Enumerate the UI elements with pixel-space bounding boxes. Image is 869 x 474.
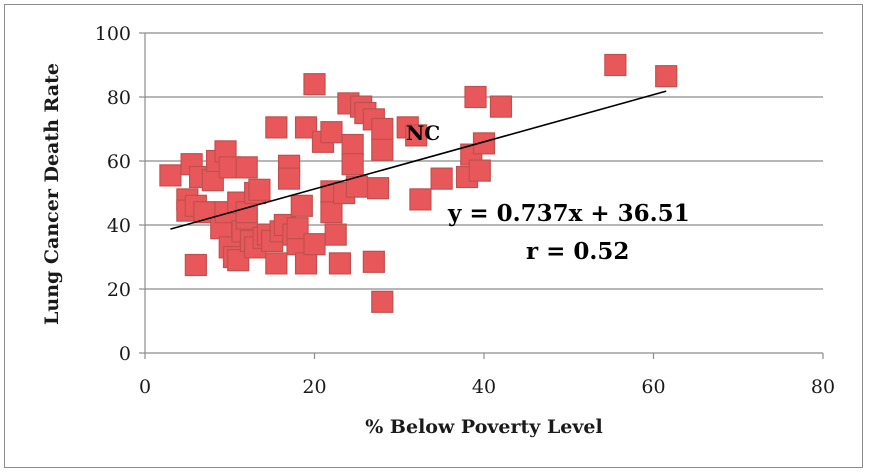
y-tick-label-80: 80 — [107, 87, 131, 109]
data-point-58 — [366, 177, 390, 200]
x-tick-label-20: 20 — [302, 376, 326, 398]
chart-frame — [4, 4, 863, 468]
data-point-60 — [371, 117, 394, 141]
data-point-68 — [464, 85, 487, 109]
data-point-29 — [265, 116, 288, 139]
data-point-69 — [468, 159, 491, 182]
data-point-64 — [409, 188, 432, 211]
x-tick-label-80: 80 — [811, 376, 835, 398]
data-point-61 — [371, 138, 394, 161]
data-point-48 — [328, 252, 352, 275]
data-point-39 — [294, 252, 318, 275]
data-point-41 — [303, 73, 326, 96]
data-point-44 — [320, 121, 343, 144]
data-point-20 — [235, 201, 258, 224]
y-axis-title: Lung Cancer Death Rate — [41, 63, 63, 325]
data-point-70 — [472, 132, 496, 155]
data-point-40 — [294, 116, 318, 139]
x-tick-label-60: 60 — [641, 376, 665, 398]
data-point-25 — [248, 178, 271, 201]
data-point-42 — [303, 233, 326, 256]
data-point-71 — [489, 95, 513, 118]
trendline — [170, 90, 667, 230]
data-point-57 — [362, 250, 385, 273]
data-point-45 — [320, 201, 343, 224]
nc-annotation: NC — [406, 121, 440, 145]
data-point-6 — [184, 253, 207, 277]
data-point-34 — [277, 167, 301, 190]
data-point-65 — [430, 167, 453, 190]
y-tick-label-60: 60 — [107, 151, 131, 173]
correlation-label: r = 0.52 — [526, 238, 629, 265]
data-point-59 — [371, 290, 394, 313]
data-point-0 — [159, 164, 182, 187]
tick-labels: 0 20 40 60 80 100 0 20 40 60 80 — [95, 23, 835, 398]
data-points — [159, 53, 678, 313]
data-point-38 — [290, 194, 313, 217]
x-tick-label-0: 0 — [139, 376, 151, 398]
data-point-21 — [235, 156, 258, 179]
axes — [139, 32, 824, 359]
data-point-30 — [265, 252, 288, 275]
y-tick-label-100: 100 — [95, 23, 131, 45]
data-point-73 — [655, 65, 678, 88]
y-tick-label-40: 40 — [107, 215, 131, 237]
data-point-63 — [405, 124, 428, 147]
data-point-47 — [324, 223, 347, 246]
y-tick-label-20: 20 — [107, 279, 131, 301]
x-tick-label-40: 40 — [472, 376, 496, 398]
data-point-37 — [286, 217, 309, 240]
x-axis-title: % Below Poverty Level — [365, 416, 603, 438]
data-point-72 — [604, 53, 627, 77]
y-tick-label-0: 0 — [119, 343, 131, 365]
data-point-16 — [227, 249, 250, 272]
data-point-51 — [341, 133, 364, 157]
trendline-equation: y = 0.737x + 36.51 — [447, 200, 690, 227]
data-point-52 — [341, 153, 364, 176]
